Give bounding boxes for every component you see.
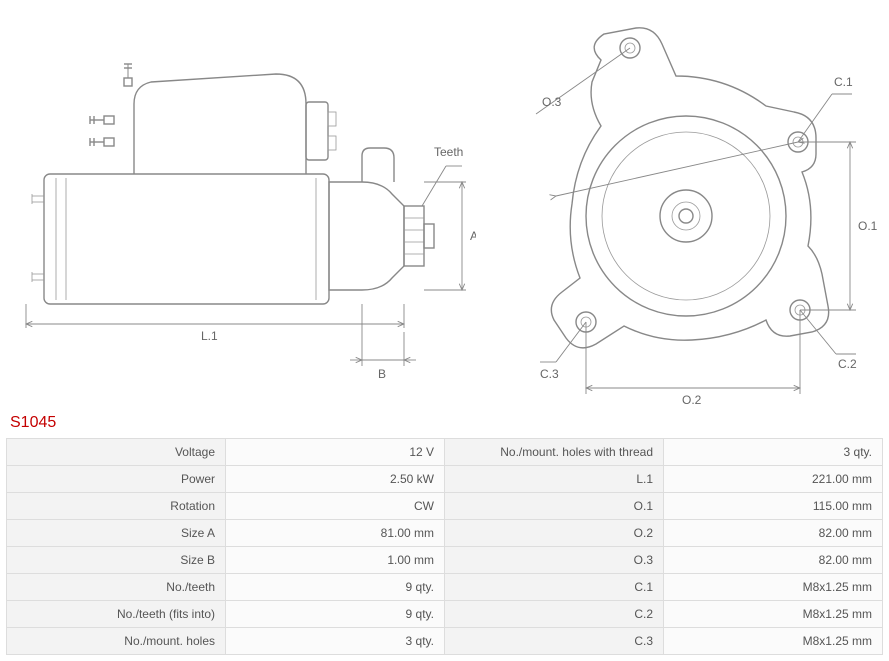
- spec-value: 9 qty.: [226, 574, 445, 601]
- table-row: Voltage12 VNo./mount. holes with thread3…: [7, 439, 883, 466]
- table-row: Power2.50 kWL.1221.00 mm: [7, 466, 883, 493]
- spec-value: 9 qty.: [226, 601, 445, 628]
- spec-value: M8x1.25 mm: [664, 601, 883, 628]
- table-row: No./teeth9 qty.C.1M8x1.25 mm: [7, 574, 883, 601]
- spec-label: Size A: [7, 520, 226, 547]
- spec-value: 2.50 kW: [226, 466, 445, 493]
- spec-value: 115.00 mm: [664, 493, 883, 520]
- spec-table: Voltage12 VNo./mount. holes with thread3…: [6, 438, 883, 655]
- part-number-title: S1045: [10, 414, 883, 432]
- table-row: Size B1.00 mmO.382.00 mm: [7, 547, 883, 574]
- side-view-svg: Teeth A L.1 B: [6, 6, 476, 386]
- label-O2: O.2: [682, 393, 702, 406]
- spec-label: Power: [7, 466, 226, 493]
- spec-label: O.2: [445, 520, 664, 547]
- side-view-diagram: Teeth A L.1 B: [6, 6, 476, 406]
- spec-value: M8x1.25 mm: [664, 574, 883, 601]
- table-row: No./mount. holes3 qty.C.3M8x1.25 mm: [7, 628, 883, 655]
- spec-value: 1.00 mm: [226, 547, 445, 574]
- table-row: No./teeth (fits into)9 qty.C.2M8x1.25 mm: [7, 601, 883, 628]
- label-O3: O.3: [542, 95, 562, 109]
- spec-label: No./mount. holes: [7, 628, 226, 655]
- spec-label: No./mount. holes with thread: [445, 439, 664, 466]
- label-O1: O.1: [858, 219, 878, 233]
- spec-label: O.3: [445, 547, 664, 574]
- spec-label: C.1: [445, 574, 664, 601]
- spec-label: Rotation: [7, 493, 226, 520]
- spec-value: 82.00 mm: [664, 547, 883, 574]
- table-row: RotationCWO.1115.00 mm: [7, 493, 883, 520]
- spec-label: C.3: [445, 628, 664, 655]
- label-B: B: [378, 367, 386, 381]
- spec-label: Voltage: [7, 439, 226, 466]
- spec-value: 12 V: [226, 439, 445, 466]
- spec-value: 3 qty.: [226, 628, 445, 655]
- table-row: Size A81.00 mmO.282.00 mm: [7, 520, 883, 547]
- spec-label: L.1: [445, 466, 664, 493]
- front-view-svg: O.3 O.1 O.2 C.1 C.2 C.3: [496, 6, 889, 406]
- spec-value: 221.00 mm: [664, 466, 883, 493]
- label-C2: C.2: [838, 357, 857, 371]
- spec-label: C.2: [445, 601, 664, 628]
- spec-value: 3 qty.: [664, 439, 883, 466]
- diagrams-container: Teeth A L.1 B: [6, 6, 883, 406]
- spec-value: M8x1.25 mm: [664, 628, 883, 655]
- spec-label: O.1: [445, 493, 664, 520]
- label-L1: L.1: [201, 329, 218, 343]
- spec-value: 81.00 mm: [226, 520, 445, 547]
- label-teeth: Teeth: [434, 145, 463, 159]
- front-view-diagram: O.3 O.1 O.2 C.1 C.2 C.3: [496, 6, 889, 406]
- spec-label: Size B: [7, 547, 226, 574]
- label-C3: C.3: [540, 367, 559, 381]
- spec-label: No./teeth (fits into): [7, 601, 226, 628]
- spec-value: 82.00 mm: [664, 520, 883, 547]
- spec-label: No./teeth: [7, 574, 226, 601]
- label-A: A: [470, 229, 476, 243]
- label-C1: C.1: [834, 75, 853, 89]
- spec-value: CW: [226, 493, 445, 520]
